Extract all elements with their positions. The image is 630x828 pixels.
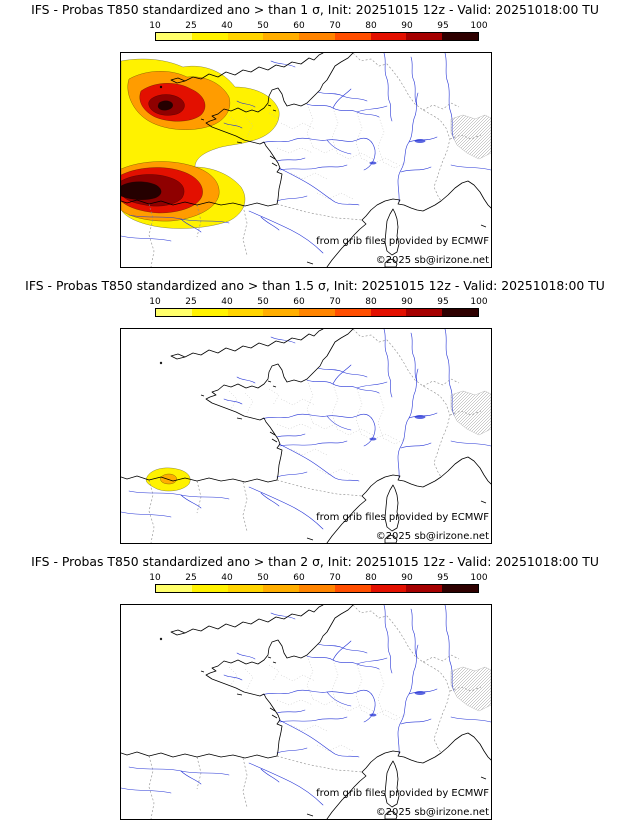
colorbar-tick-label: 90 — [401, 21, 413, 31]
colorbar-segment — [191, 309, 228, 316]
colorbar-tick-label: 100 — [470, 573, 488, 583]
colorbar-segment — [334, 585, 371, 592]
colorbar-tick-label: 25 — [185, 21, 197, 31]
colorbar-segment — [406, 309, 443, 316]
colorbar-tick-label: 70 — [329, 21, 341, 31]
attribution-source: from grib files provided by ECMWF — [316, 512, 489, 523]
colorbar-tick-label: 95 — [437, 573, 449, 583]
colorbar-segment — [442, 585, 479, 592]
colorbar-tick-label: 10 — [149, 573, 161, 583]
colorbar-tick-label: 95 — [437, 21, 449, 31]
colorbar: 10 25 40 50 60 70 80 90 95 100 — [149, 21, 488, 41]
colorbar-bar — [155, 32, 479, 41]
colorbar-segment — [299, 309, 335, 316]
colorbar-tick-label: 80 — [365, 21, 377, 31]
colorbar-tick-label: 70 — [329, 297, 341, 307]
colorbar-bar — [155, 584, 479, 593]
anomaly-region-level-95 — [157, 100, 174, 111]
colorbar-tick-label: 40 — [221, 573, 233, 583]
colorbar-segment — [156, 33, 192, 40]
colorbar-segment — [370, 585, 407, 592]
colorbar-segment — [370, 309, 407, 316]
attribution-copyright: ©2025 sb@irizone.net — [376, 531, 489, 542]
colorbar-tick-label: 80 — [365, 573, 377, 583]
colorbar-tick-label: 50 — [257, 21, 269, 31]
map-frame: from grib files provided by ECMWF ©2025 … — [120, 328, 492, 544]
anomaly-region-level-95 — [121, 181, 162, 200]
colorbar-tick-label: 25 — [185, 573, 197, 583]
colorbar-ticks: 10 25 40 50 60 70 80 90 95 100 — [149, 297, 487, 308]
colorbar-tick-label: 60 — [293, 21, 305, 31]
colorbar-segment — [299, 33, 335, 40]
colorbar-tick-label: 50 — [257, 573, 269, 583]
colorbar-segment — [191, 33, 228, 40]
map-sigma-1-5: from grib files provided by ECMWF ©2025 … — [121, 329, 491, 543]
colorbar-segment — [263, 309, 300, 316]
panel-sigma-1-5: IFS - Probas T850 standardized ano > tha… — [0, 276, 630, 552]
colorbar-bar — [155, 308, 479, 317]
colorbar-tick-label: 40 — [221, 297, 233, 307]
colorbar-segment — [299, 585, 335, 592]
panel-title: IFS - Probas T850 standardized ano > tha… — [31, 554, 599, 569]
colorbar-tick-label: 100 — [470, 21, 488, 31]
colorbar-segment — [191, 585, 228, 592]
map-frame: from grib files provided by ECMWF ©2025 … — [120, 52, 492, 268]
attribution-copyright: ©2025 sb@irizone.net — [376, 807, 489, 818]
colorbar-segment — [227, 585, 264, 592]
colorbar-ticks: 10 25 40 50 60 70 80 90 95 100 — [149, 21, 487, 32]
colorbar: 10 25 40 50 60 70 80 90 95 100 — [149, 297, 488, 317]
anomaly-overlay — [121, 58, 280, 229]
colorbar-segment — [227, 309, 264, 316]
colorbar-segment — [406, 585, 443, 592]
colorbar-segment — [442, 309, 479, 316]
colorbar-segment — [442, 33, 479, 40]
colorbar-segment — [334, 309, 371, 316]
colorbar-tick-label: 95 — [437, 297, 449, 307]
colorbar-tick-label: 40 — [221, 21, 233, 31]
colorbar-segment — [334, 33, 371, 40]
panel-title: IFS - Probas T850 standardized ano > tha… — [25, 278, 605, 293]
colorbar-segment — [406, 33, 443, 40]
colorbar-tick-label: 70 — [329, 573, 341, 583]
colorbar-tick-label: 10 — [149, 297, 161, 307]
colorbar-segment — [156, 585, 192, 592]
colorbar-tick-label: 90 — [401, 573, 413, 583]
colorbar-tick-label: 25 — [185, 297, 197, 307]
colorbar-ticks: 10 25 40 50 60 70 80 90 95 100 — [149, 573, 487, 584]
panel-sigma-2: IFS - Probas T850 standardized ano > tha… — [0, 552, 630, 828]
attribution-source: from grib files provided by ECMWF — [316, 788, 489, 799]
colorbar-segment — [156, 309, 192, 316]
colorbar-tick-label: 80 — [365, 297, 377, 307]
colorbar-tick-label: 100 — [470, 297, 488, 307]
panel-sigma-1: IFS - Probas T850 standardized ano > tha… — [0, 0, 630, 276]
colorbar-tick-label: 10 — [149, 21, 161, 31]
map-frame: from grib files provided by ECMWF ©2025 … — [120, 604, 492, 820]
attribution-copyright: ©2025 sb@irizone.net — [376, 255, 489, 266]
panel-title: IFS - Probas T850 standardized ano > tha… — [31, 2, 599, 17]
attribution-source: from grib files provided by ECMWF — [316, 236, 489, 247]
colorbar-tick-label: 60 — [293, 297, 305, 307]
colorbar-tick-label: 50 — [257, 297, 269, 307]
colorbar-segment — [263, 33, 300, 40]
colorbar-tick-label: 90 — [401, 297, 413, 307]
map-sigma-2: from grib files provided by ECMWF ©2025 … — [121, 605, 491, 819]
colorbar-tick-label: 60 — [293, 573, 305, 583]
colorbar-segment — [263, 585, 300, 592]
map-sigma-1: from grib files provided by ECMWF ©2025 … — [121, 53, 491, 267]
colorbar: 10 25 40 50 60 70 80 90 95 100 — [149, 573, 488, 593]
anomaly-region-level-40 — [160, 473, 177, 485]
colorbar-segment — [227, 33, 264, 40]
colorbar-segment — [370, 33, 407, 40]
